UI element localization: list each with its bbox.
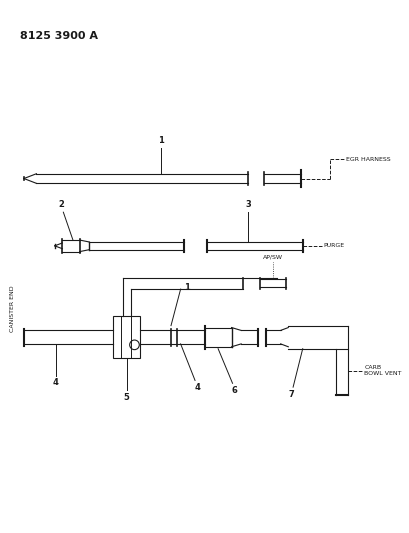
Text: 7: 7 [288,390,293,399]
Text: EGR HARNESS: EGR HARNESS [345,157,390,162]
Text: CANISTER END: CANISTER END [10,285,15,332]
Text: 3: 3 [245,200,250,209]
Bar [113,316,140,358]
Text: 6: 6 [231,386,237,395]
Text: PURGE: PURGE [323,244,344,248]
Text: AP/SW: AP/SW [262,254,282,259]
Text: 5: 5 [124,393,129,402]
Text: 4: 4 [53,378,58,387]
Text: 1: 1 [184,283,190,292]
Text: 4: 4 [195,383,200,392]
Text: CARB
BOWL VENT: CARB BOWL VENT [363,366,401,376]
Text: 1: 1 [158,136,164,145]
Text: 2: 2 [58,200,64,209]
Text: 8125 3900 A: 8125 3900 A [20,31,98,42]
